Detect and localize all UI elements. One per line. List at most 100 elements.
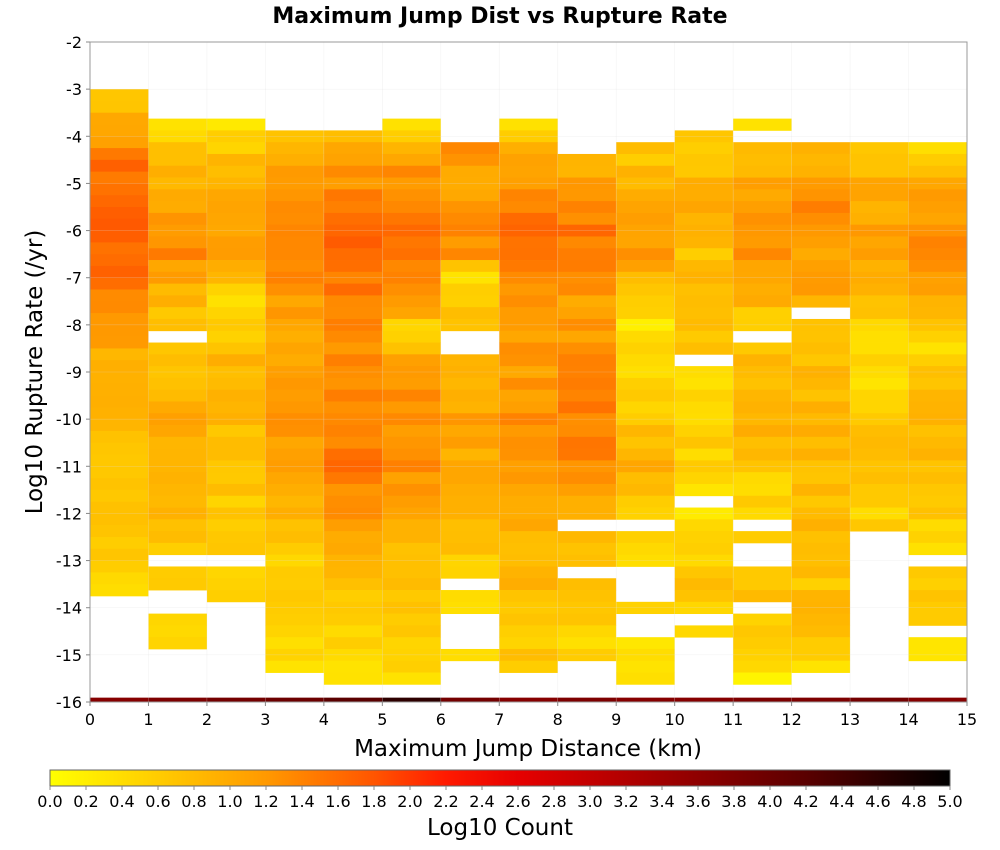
heatmap-cell [440, 142, 500, 155]
heatmap-cell [382, 212, 441, 226]
heatmap-cell [557, 307, 617, 320]
heatmap-cell [499, 377, 558, 391]
heatmap-cell [499, 507, 558, 520]
heatmap-cell [791, 354, 851, 367]
heatmap-cell [616, 354, 675, 367]
heatmap-cell [440, 236, 500, 249]
heatmap-cell [440, 590, 500, 603]
heatmap-cell [382, 377, 441, 391]
heatmap-cell [850, 189, 909, 202]
heatmap-cell [499, 413, 558, 426]
heatmap-cell [265, 495, 324, 508]
heatmap-cell [791, 637, 851, 650]
heatmap-cell [850, 201, 909, 214]
heatmap-cell [323, 153, 383, 167]
heatmap-cell [791, 283, 851, 296]
heatmap-cell [323, 542, 383, 556]
heatmap-cell [323, 248, 383, 261]
heatmap-cell [323, 625, 383, 638]
heatmap-cell [616, 283, 675, 296]
heatmap-cell [733, 590, 792, 603]
heatmap-cell [90, 525, 149, 538]
heatmap-cell [850, 413, 909, 426]
heatmap-cell [850, 212, 909, 226]
heatmap-cell [557, 436, 617, 450]
heatmap-cell [733, 483, 792, 497]
heatmap-cell [382, 248, 441, 261]
heatmap-cell [674, 519, 734, 532]
heatmap-cell [206, 177, 266, 190]
heatmap-cell [850, 342, 909, 355]
heatmap-cell [791, 377, 851, 391]
heatmap-cell [323, 212, 383, 226]
heatmap-cell [440, 697, 500, 702]
heatmap-cell [908, 697, 967, 702]
colorbar-tick-label: 3.6 [685, 792, 710, 811]
heatmap-cell [206, 566, 266, 579]
heatmap-cell [440, 248, 500, 261]
heatmap-cell [90, 313, 149, 326]
heatmap-cell [206, 354, 266, 367]
heatmap-cell [265, 153, 324, 167]
gridlines [90, 42, 967, 702]
heatmap-cell [90, 289, 149, 302]
heatmap-cell [616, 142, 675, 155]
heatmap-cell [323, 566, 383, 579]
heatmap-cell [674, 142, 734, 155]
heatmap-cell [733, 448, 792, 461]
heatmap-cell [733, 436, 792, 450]
heatmap-cell [616, 425, 675, 438]
heatmap-cell [323, 236, 383, 249]
heatmap-cell [499, 578, 558, 591]
heatmap-cell [265, 401, 324, 414]
heatmap-cell [557, 165, 617, 178]
heatmap-cell [674, 389, 734, 402]
heatmap-cell [616, 318, 675, 332]
heatmap-cell [850, 260, 909, 273]
x-tick-label: 3 [260, 710, 270, 729]
heatmap-cell [440, 554, 500, 567]
heatmap-cell [674, 236, 734, 249]
heatmap-cell [440, 542, 500, 556]
heatmap-cell [908, 413, 967, 426]
colorbar-tick-label: 1.0 [217, 792, 242, 811]
heatmap-cell [265, 590, 324, 603]
heatmap-cell [908, 436, 967, 450]
heatmap-cell [850, 495, 909, 508]
heatmap-cell [674, 295, 734, 308]
heatmap-cell [499, 236, 558, 249]
heatmap-cell [908, 495, 967, 508]
heatmap-cell [382, 118, 441, 131]
heatmap-cell [323, 531, 383, 544]
heatmap-cell [733, 366, 792, 379]
heatmap-cell [323, 201, 383, 214]
y-tick-label: -9 [66, 363, 82, 382]
y-axis-label: Log10 Rupture Rate (/yr) [22, 230, 48, 515]
heatmap-cell [557, 401, 617, 414]
heatmap-cell [382, 224, 441, 237]
heatmap-cell [908, 271, 967, 285]
heatmap-cell [148, 165, 207, 178]
heatmap-cell [265, 648, 324, 662]
heatmap-cell [323, 483, 383, 497]
heatmap-cell [850, 142, 909, 155]
heatmap-cell [908, 330, 967, 343]
heatmap-cell [499, 248, 558, 261]
heatmap-cell [323, 354, 383, 367]
heatmap-cell [674, 531, 734, 544]
heatmap-cell [499, 542, 558, 556]
heatmap-cell [616, 472, 675, 485]
heatmap-cell [206, 130, 266, 143]
y-tick-label: -12 [56, 504, 82, 523]
heatmap-cell [90, 195, 149, 208]
heatmap-cell [323, 142, 383, 155]
heatmap-cell [148, 236, 207, 249]
heatmap-cell [674, 342, 734, 355]
heatmap-cell [90, 324, 149, 338]
heatmap-cell [733, 260, 792, 273]
heatmap-cell [90, 537, 149, 550]
heatmap-cell [148, 366, 207, 379]
heatmap-cell [382, 507, 441, 520]
heatmap-cell [90, 218, 149, 231]
heatmap-cell [908, 578, 967, 591]
